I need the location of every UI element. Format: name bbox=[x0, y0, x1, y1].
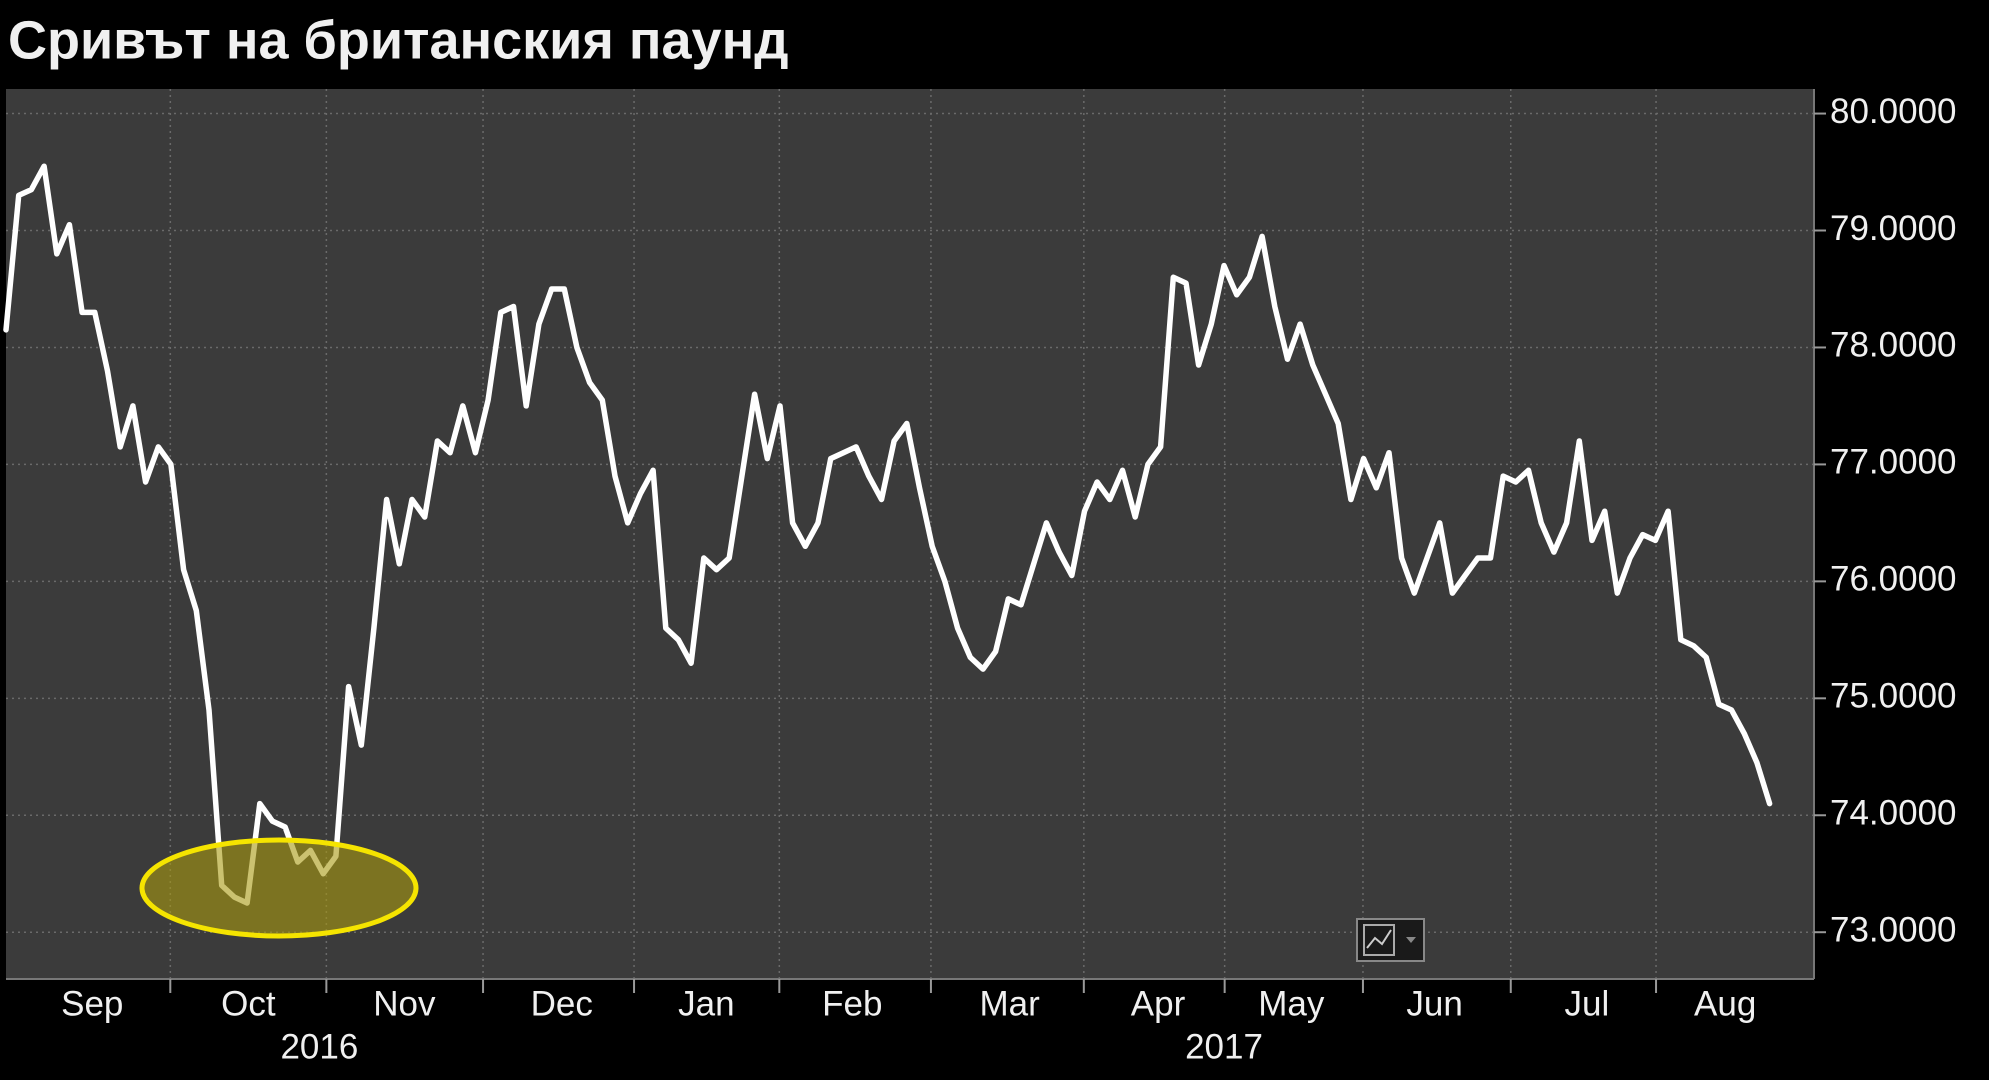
y-tick-label: 76.0000 bbox=[1830, 560, 1957, 599]
x-tick-label: Aug bbox=[1694, 984, 1756, 1023]
y-tick-label: 79.0000 bbox=[1830, 209, 1957, 248]
x-tick-label: Jun bbox=[1406, 984, 1462, 1023]
plot-area bbox=[6, 89, 1814, 979]
chart-title: Сривът на британския паунд bbox=[8, 10, 788, 70]
y-tick-label: 73.0000 bbox=[1830, 910, 1957, 949]
x-tick-label: Dec bbox=[531, 984, 593, 1023]
icon-arrow bbox=[1406, 937, 1416, 943]
y-tick-label: 78.0000 bbox=[1830, 326, 1957, 365]
icon-line bbox=[1366, 929, 1392, 949]
x-tick-label: Jul bbox=[1565, 984, 1610, 1023]
x-tick-label: Mar bbox=[979, 984, 1040, 1023]
x-tick-label: May bbox=[1258, 984, 1325, 1023]
icon-frame bbox=[1363, 924, 1395, 956]
y-tick-label: 77.0000 bbox=[1830, 443, 1957, 482]
x-tick-label: Apr bbox=[1131, 984, 1186, 1023]
chart-type-icon bbox=[1356, 918, 1425, 962]
x-tick-label: Oct bbox=[221, 984, 276, 1023]
year-label: 2016 bbox=[280, 1027, 358, 1066]
y-tick-label: 80.0000 bbox=[1830, 92, 1957, 131]
y-tick-label: 75.0000 bbox=[1830, 677, 1957, 716]
x-tick-label: Feb bbox=[822, 984, 882, 1023]
highlight-ellipse bbox=[139, 837, 419, 939]
y-tick-label: 74.0000 bbox=[1830, 794, 1957, 833]
x-tick-label: Nov bbox=[373, 984, 436, 1023]
x-tick-label: Sep bbox=[61, 984, 123, 1023]
x-tick-label: Jan bbox=[678, 984, 734, 1023]
year-label: 2017 bbox=[1185, 1027, 1263, 1066]
